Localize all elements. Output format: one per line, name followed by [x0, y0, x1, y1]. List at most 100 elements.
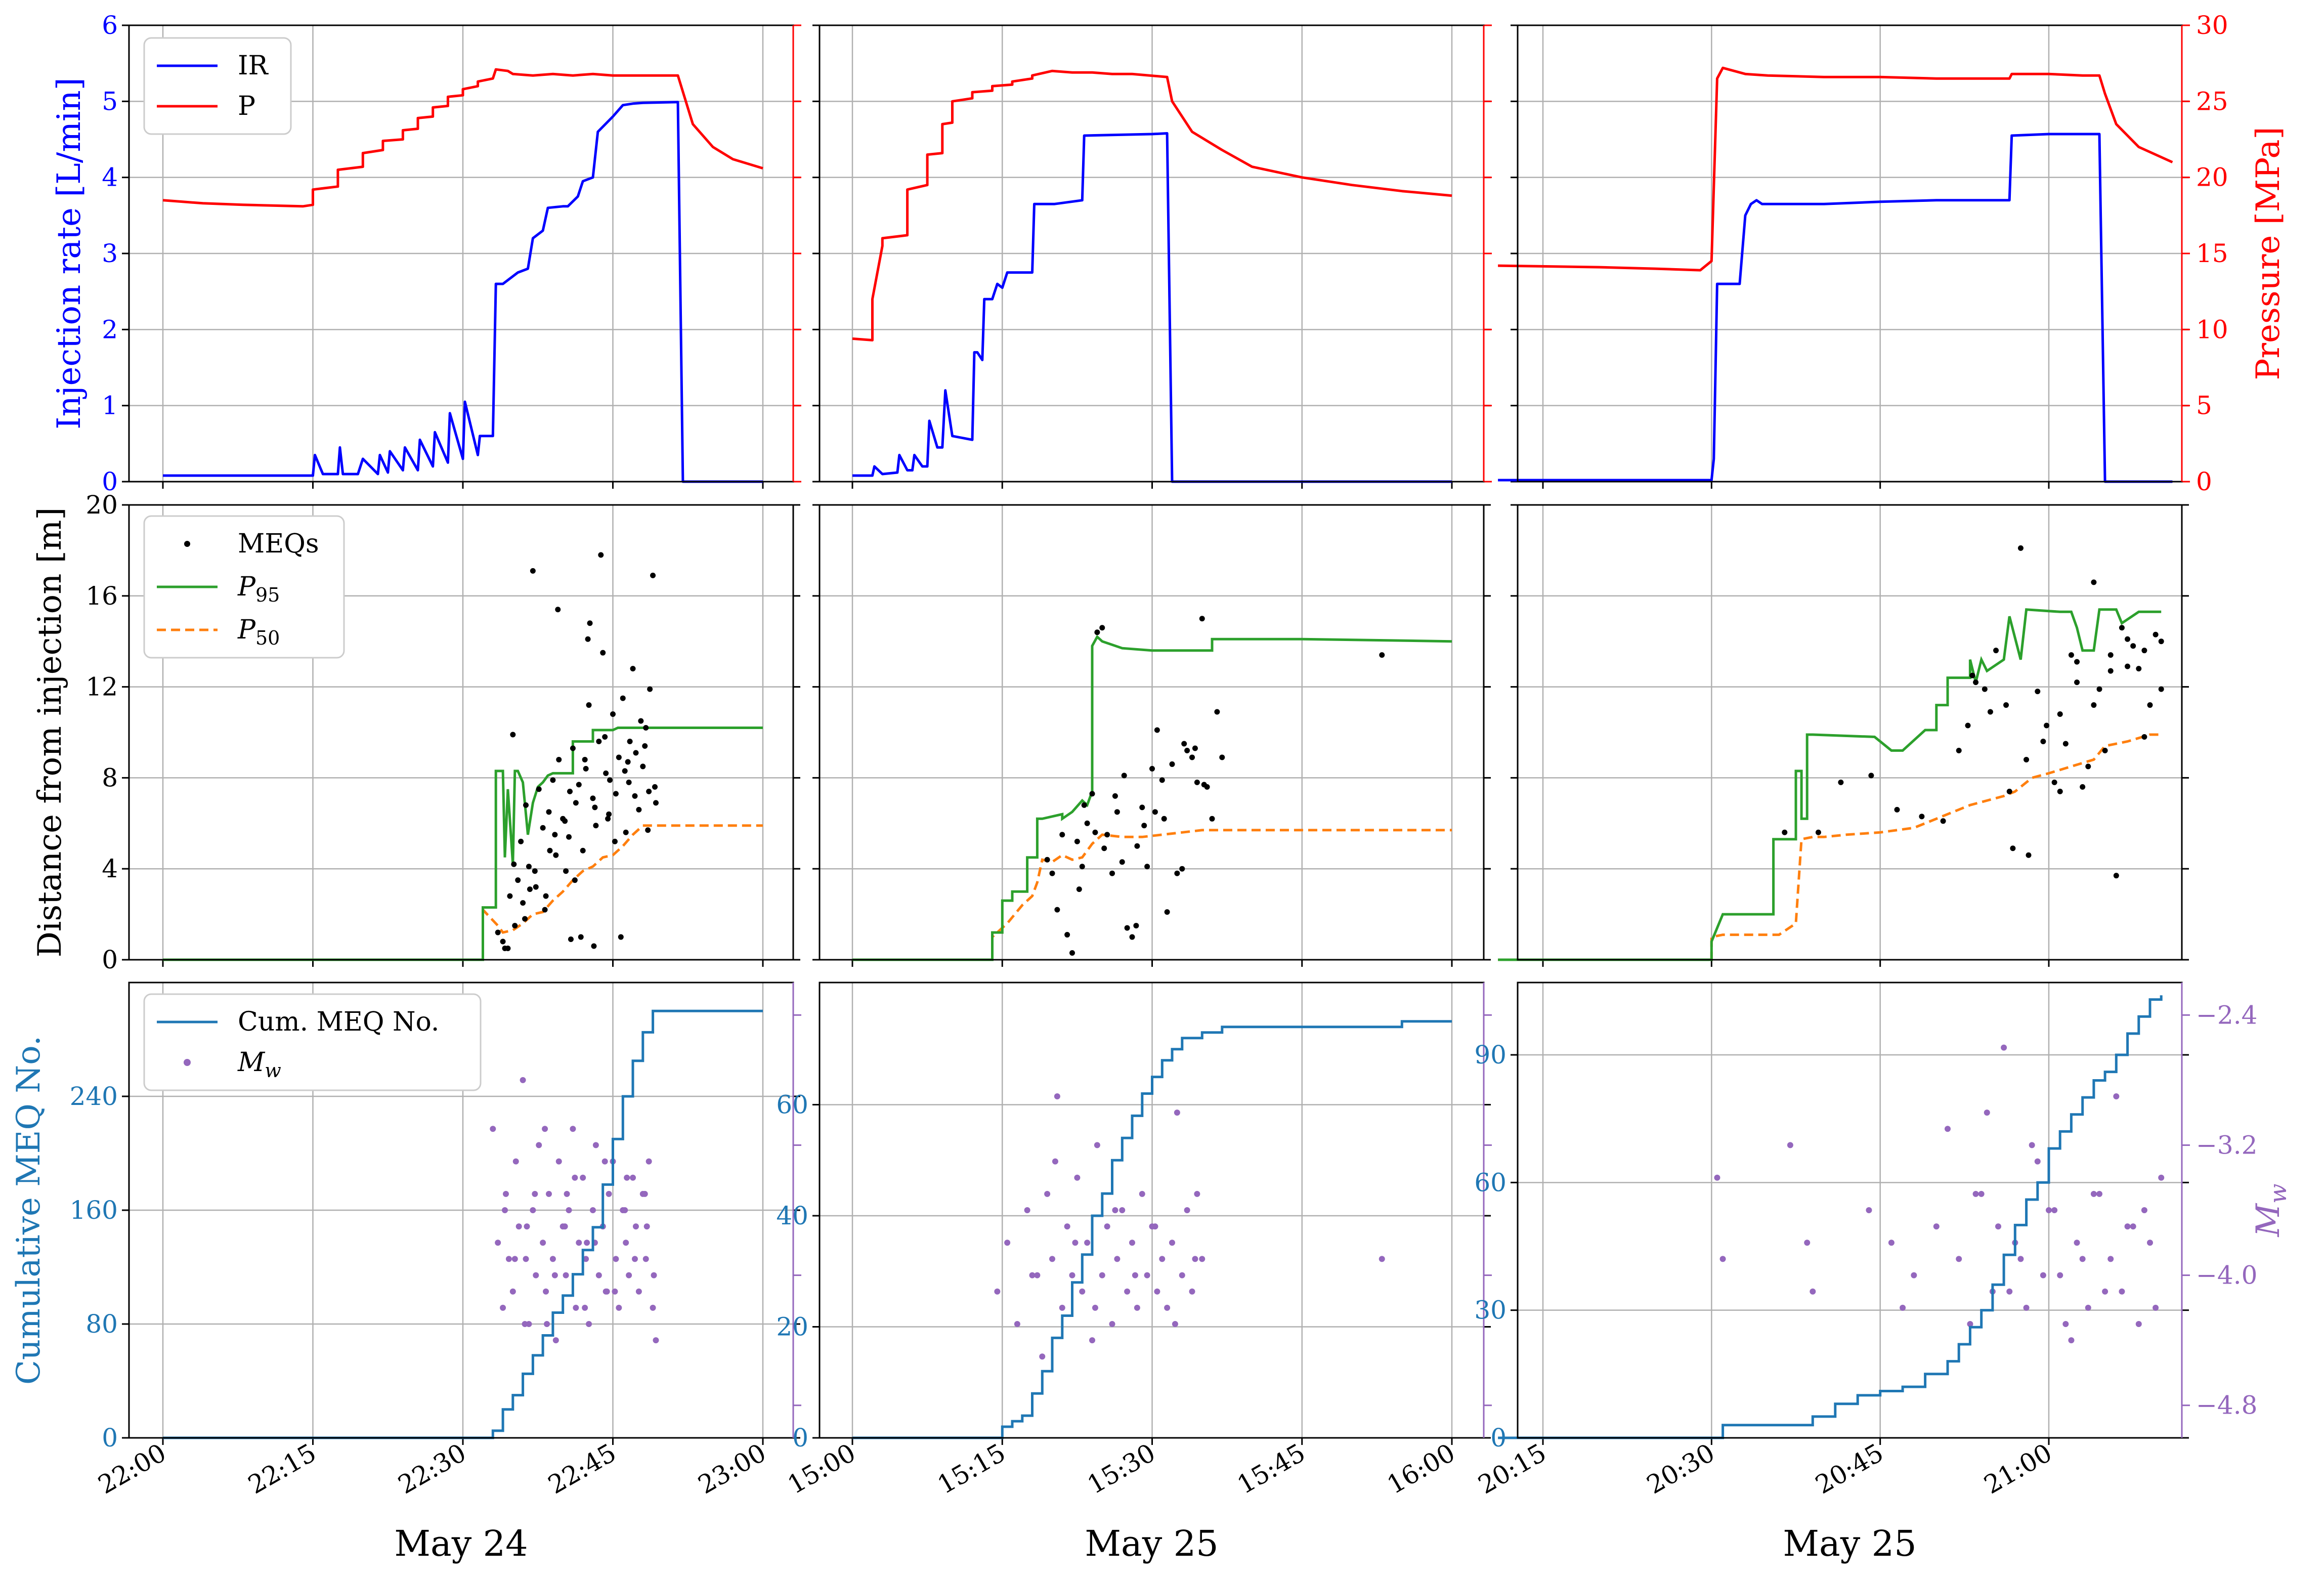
meq-point — [511, 861, 517, 867]
meq-point — [1782, 829, 1788, 835]
meq-point — [630, 666, 636, 672]
mw-point — [626, 1272, 632, 1278]
y-tick-label: 0 — [102, 467, 118, 496]
mw-point — [645, 1158, 652, 1165]
mw-point — [643, 1223, 650, 1230]
right-tick-label: −3.2 — [2196, 1130, 2257, 1160]
mw-point — [1024, 1207, 1030, 1213]
mw-point — [490, 1126, 496, 1132]
mw-point — [1984, 1110, 1990, 1116]
meq-point — [526, 864, 532, 870]
y-tick-label: 40 — [776, 1201, 808, 1230]
y-tick-label: 4 — [102, 163, 118, 192]
mw-point — [1978, 1190, 1985, 1197]
y-tick-label: 0 — [102, 1423, 118, 1453]
meq-point — [556, 756, 562, 762]
mw-point — [2107, 1256, 2114, 1262]
mw-point — [1194, 1190, 1200, 1197]
meq-point — [2080, 784, 2086, 790]
mw-point — [1184, 1207, 1190, 1213]
meq-point — [643, 725, 649, 731]
meq-point — [2107, 668, 2114, 674]
meq-point — [1109, 870, 1115, 876]
mw-point — [1866, 1207, 1872, 1213]
mw-point — [1152, 1223, 1158, 1230]
series-cum-meq-line — [163, 1009, 763, 1439]
mw-point — [595, 1272, 602, 1278]
meq-point — [1079, 864, 1085, 870]
meq-point — [1101, 845, 1107, 851]
meq-point — [591, 943, 597, 949]
series-cum-meq-line — [852, 1020, 1452, 1439]
mw-point — [532, 1190, 538, 1197]
mw-point — [1379, 1256, 1385, 1262]
meq-point — [510, 732, 516, 738]
meq-point — [530, 568, 536, 574]
meq-point — [502, 946, 508, 952]
meq-point — [1940, 818, 1946, 824]
mw-point — [2034, 1158, 2041, 1165]
mw-point — [641, 1190, 648, 1197]
mw-point — [2141, 1207, 2147, 1213]
meq-point — [1059, 832, 1065, 838]
mw-point — [1189, 1288, 1195, 1295]
panel-distance-1 — [812, 504, 1491, 967]
meq-point — [1184, 747, 1190, 753]
mw-point — [1029, 1272, 1036, 1278]
mw-point — [549, 1256, 556, 1262]
mw-point — [1064, 1223, 1070, 1230]
date-label: May 24 — [394, 1523, 528, 1564]
mw-point — [533, 1272, 539, 1278]
series-p95-line — [1498, 608, 2162, 961]
mw-point — [623, 1240, 629, 1246]
right-tick-label: −4.0 — [2196, 1261, 2257, 1290]
mw-point — [572, 1174, 578, 1181]
mw-point — [592, 1142, 599, 1148]
meq-point — [2057, 788, 2063, 794]
x-tick-label: 20:15 — [1473, 1438, 1551, 1500]
mw-point — [1164, 1304, 1171, 1311]
meq-point — [2141, 648, 2147, 654]
mw-point — [511, 1256, 518, 1262]
meq-point — [1956, 747, 1962, 753]
mw-point — [630, 1174, 636, 1181]
mw-point — [1084, 1240, 1091, 1246]
mw-point — [573, 1304, 579, 1311]
meq-point — [576, 782, 582, 788]
mw-point — [1092, 1304, 1098, 1311]
mw-point — [1159, 1256, 1166, 1262]
y-tick-label: 0 — [102, 945, 118, 974]
mw-point — [2085, 1304, 2091, 1311]
y-tick-label: 6 — [102, 11, 118, 40]
meq-point — [590, 795, 596, 801]
mw-point — [1714, 1174, 1720, 1181]
meq-point — [596, 738, 602, 744]
mw-point — [1034, 1272, 1041, 1278]
mw-point — [1804, 1240, 1811, 1246]
series-pressure-line — [1498, 66, 2173, 272]
mw-point — [1069, 1272, 1075, 1278]
y-tick-label: 20 — [85, 490, 118, 520]
meq-point — [1121, 773, 1127, 779]
y-tick-label: 60 — [1474, 1168, 1507, 1197]
series-p95-line — [852, 634, 1452, 961]
meq-point — [1179, 866, 1185, 872]
meq-point — [555, 607, 561, 613]
meq-point — [652, 784, 658, 790]
mw-point — [1094, 1142, 1100, 1148]
mw-point — [1888, 1240, 1895, 1246]
meq-point — [568, 936, 574, 943]
meq-point — [2044, 722, 2050, 729]
mw-point — [509, 1288, 516, 1295]
y-axis-label-injection-rate: Injection rate [L/min] — [51, 77, 88, 429]
mw-point — [2001, 1044, 2007, 1051]
mw-point — [1074, 1174, 1081, 1181]
meq-point — [2010, 845, 2016, 851]
meq-point — [1993, 648, 1999, 654]
y-tick-label: 12 — [85, 672, 118, 702]
meq-point — [1144, 864, 1150, 870]
mw-point — [1059, 1304, 1065, 1311]
mw-point — [520, 1077, 526, 1083]
meq-point — [2102, 747, 2108, 753]
mw-point — [515, 1223, 522, 1230]
